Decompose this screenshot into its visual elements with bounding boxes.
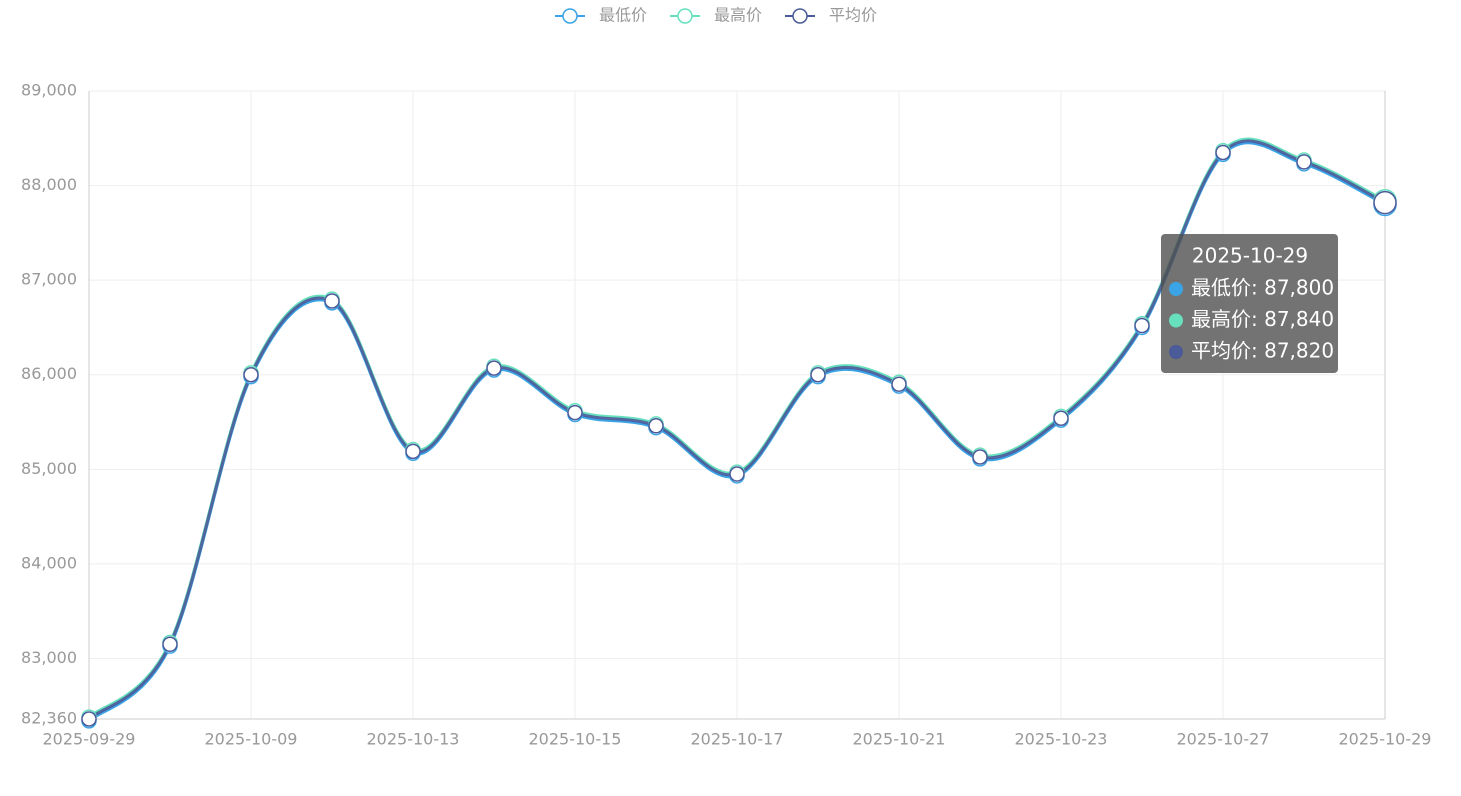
tooltip-line: 最低价: 87,800 xyxy=(1191,276,1334,300)
legend-label: 最高价 xyxy=(714,6,762,25)
data-point xyxy=(405,443,421,460)
y-tick-label: 87,000 xyxy=(21,270,77,289)
x-tick-label: 2025-10-27 xyxy=(1177,730,1270,749)
data-point xyxy=(162,636,178,653)
tooltip-line: 最高价: 87,840 xyxy=(1191,307,1334,331)
y-tick-label: 84,000 xyxy=(21,553,77,572)
x-tick-label: 2025-10-23 xyxy=(1015,730,1108,749)
data-point xyxy=(324,293,340,309)
x-tick-label: 2025-10-21 xyxy=(853,730,946,749)
tooltip-box xyxy=(1161,234,1338,373)
data-point xyxy=(729,466,745,482)
data-point xyxy=(648,418,664,434)
x-tick-label: 2025-10-09 xyxy=(205,730,298,749)
tooltip-title: 2025-10-29 xyxy=(1192,244,1308,268)
y-tick-label: 86,000 xyxy=(21,364,77,383)
data-point xyxy=(567,404,583,421)
y-tick-label: 88,000 xyxy=(21,175,77,194)
x-tick-label: 2025-09-29 xyxy=(43,730,136,749)
x-tick-label: 2025-10-13 xyxy=(367,730,460,749)
data-point xyxy=(1053,410,1069,426)
legend-label: 平均价 xyxy=(829,6,877,25)
y-tick-label: 89,000 xyxy=(21,81,77,100)
x-tick-label: 2025-10-17 xyxy=(691,730,784,749)
data-point xyxy=(486,360,502,376)
legend: 最低价 最高价 平均价 xyxy=(555,6,877,25)
legend-icon xyxy=(677,8,693,24)
data-point xyxy=(810,366,826,383)
tooltip: 2025-10-29 最低价: 87,800 最高价: 87,840 平均价: 87,… xyxy=(1161,234,1338,373)
data-point xyxy=(972,449,988,465)
x-tick-label: 2025-10-29 xyxy=(1339,730,1432,749)
tooltip-line: 平均价: 87,820 xyxy=(1191,339,1334,363)
legend-icon xyxy=(792,8,808,24)
data-point xyxy=(81,711,97,727)
series-line xyxy=(87,139,1386,721)
data-point xyxy=(891,376,907,392)
y-tick-label: 85,000 xyxy=(21,459,77,478)
data-point xyxy=(243,366,259,383)
data-point xyxy=(1373,190,1397,215)
tooltip-dot xyxy=(1169,345,1183,359)
grid: 82,360 83,000 84,000 85,000 86,000 87,000 88,0… xyxy=(21,81,1431,749)
legend-label: 最低价 xyxy=(599,6,647,25)
legend-icon xyxy=(562,8,578,24)
tooltip-dot xyxy=(1169,313,1183,328)
tooltip-dot xyxy=(1169,282,1183,296)
y-tick-label: 83,000 xyxy=(21,648,77,667)
y-tick-label: 82,360 xyxy=(21,709,77,728)
lines xyxy=(81,137,1397,729)
data-point xyxy=(1134,317,1150,334)
data-point xyxy=(1296,154,1312,170)
data-point xyxy=(1215,144,1231,161)
x-tick-label: 2025-10-15 xyxy=(529,730,622,749)
